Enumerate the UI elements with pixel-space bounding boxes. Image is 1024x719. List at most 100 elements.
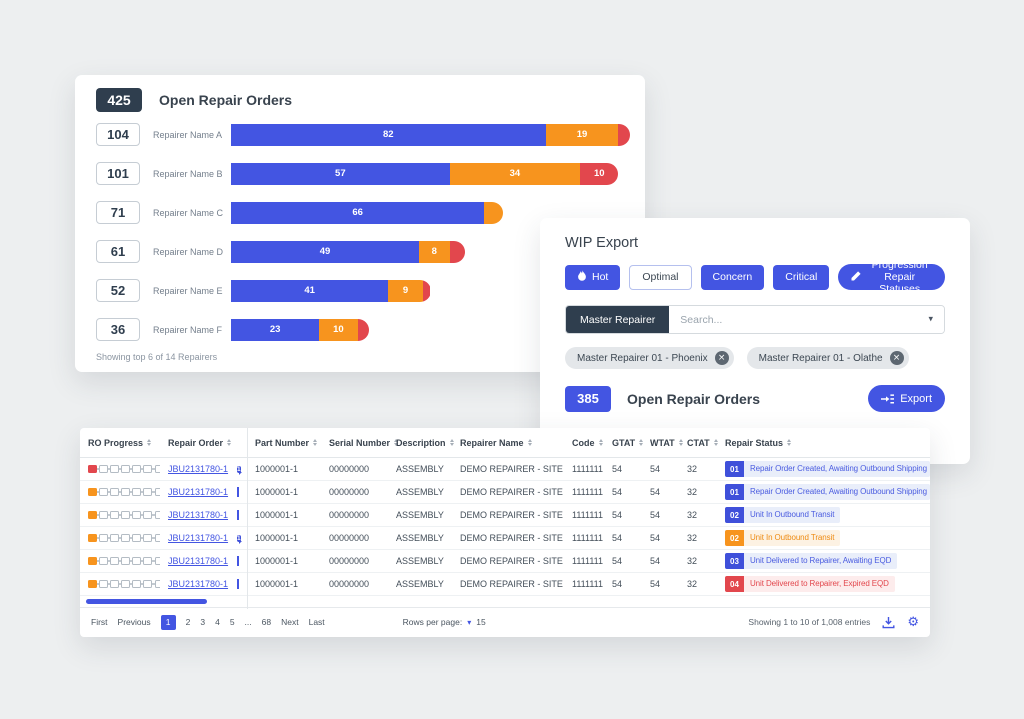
cell-repair-status: 04 Unit Delivered to Repairer, Expired EQ… [717,576,930,592]
progress-step-empty [132,556,141,566]
search-input[interactable] [669,306,944,333]
sort-icon[interactable] [449,438,454,447]
page-button-4[interactable]: 4 [215,617,220,627]
column-header-ro-progress[interactable]: RO Progress [80,438,160,448]
repair-order-link[interactable]: JBU2131780-1 [168,579,229,589]
page-button-next[interactable]: Next [281,617,299,627]
progression-repair-statuses-button[interactable]: Progression Repair Statuses [838,259,945,295]
dropdown-caret-icon[interactable]: ▾ [928,314,933,324]
horizontal-scrollbar [80,596,930,608]
column-header-description[interactable]: Description [388,438,454,448]
progress-step-connector [140,583,144,585]
table-row: JBU2131780-1 1000001-1 00000000 ASSEMBLY DEM… [80,504,930,527]
page-button-last[interactable]: Last [308,617,325,627]
sort-icon[interactable] [787,438,792,447]
cell-wtat: 54 [650,533,661,543]
comment-icon[interactable] [237,579,240,589]
filter-button-critical[interactable]: Critical [773,264,830,290]
repair-order-link[interactable]: JBU2131780-1 [168,510,229,520]
comment-icon[interactable] [237,487,240,497]
export-button[interactable]: Export [868,385,945,412]
progress-step-empty [110,579,119,589]
bar-segment-blue: 57 [231,162,450,185]
progression-button-label: Progression Repair Statuses [871,259,928,295]
sort-icon[interactable] [227,438,232,447]
page-button-previous[interactable]: Previous [117,617,151,627]
sort-icon[interactable] [313,438,318,447]
sort-icon[interactable] [147,438,152,447]
scrollbar-thumb[interactable] [86,599,207,604]
chart-row: 36 Repairer Name F 23 10 [96,310,630,349]
column-header-label: Repair Order [168,437,224,448]
repairer-name-label: Repairer Name D [153,246,224,257]
cell-ro-progress [80,510,160,520]
repair-order-link[interactable]: JBU2131780-1 [168,487,229,497]
progress-step-empty [121,533,130,543]
comment-icon[interactable] [237,510,240,520]
progress-step-connector [96,583,100,585]
filter-button-optimal[interactable]: Optimal [629,264,692,290]
cell-ro-progress [80,556,160,566]
cell-repair-order: JBU2131780-1 [160,487,247,497]
chart-footnote: Showing top 6 of 14 Repairers [96,352,218,362]
sort-icon[interactable] [713,438,718,447]
page-button-3[interactable]: 3 [200,617,206,627]
sort-icon[interactable] [678,438,683,447]
export-icon [881,393,895,403]
repairer-count-box: 36 [96,318,140,341]
column-header-serial-number[interactable]: Serial Number [321,438,399,448]
download-icon[interactable] [882,616,895,629]
comment-icon[interactable]: 1 [237,532,241,544]
cell-repair-status: 02 Unit In Outbound Transit [717,507,930,523]
status-text: Repair Order Created, Awaiting Outbound … [750,464,927,473]
comment-icon[interactable]: 1 [237,463,241,475]
repair-order-link[interactable]: JBU2131780-1 [168,533,229,543]
repair-order-link[interactable]: JBU2131780-1 [168,556,229,566]
progress-step-connector [151,560,155,562]
page-button-dotsdotsdots[interactable]: ... [244,617,252,627]
column-header-repair-status[interactable]: Repair Status [717,438,930,448]
page-button-5[interactable]: 5 [229,617,235,627]
sort-icon[interactable] [639,438,644,447]
column-header-repairer-name[interactable]: Repairer Name [452,438,564,448]
cell-repairer-name: DEMO REPAIRER - SITE ABC [460,510,564,520]
filter-button-concern[interactable]: Concern [700,264,765,290]
rows-per-page-control[interactable]: Rows per page: ▾ 15 [403,617,486,627]
repairer-chip: Master Repairer 01 - Phoenix × [565,347,734,369]
column-header-repair-order[interactable]: Repair Order [160,438,247,448]
table-row: JBU2131780-1 1000001-1 00000000 ASSEMBLY DEM… [80,550,930,573]
cell-part-number: 1000001-1 [255,579,299,589]
page-button-first[interactable]: First [91,617,108,627]
column-header-part-number[interactable]: Part Number [247,438,321,448]
cell-wtat: 54 [650,556,661,566]
page-button-2[interactable]: 2 [185,617,191,627]
progress-step-empty [143,533,152,543]
column-header-label: RO Progress [88,437,144,448]
progress-step-empty [154,556,160,566]
column-header-label: Part Number [255,437,310,448]
ro-progress-indicator [88,487,160,497]
rows-per-page-value: 15 [476,617,486,627]
page-button-1[interactable]: 1 [160,614,176,630]
column-header-gtat[interactable]: GTAT [604,438,644,448]
page-button-68[interactable]: 68 [261,617,272,627]
column-header-label: Repair Status [725,437,784,448]
sort-icon[interactable] [598,438,603,447]
progress-step-connector [118,468,122,470]
chip-close-icon[interactable]: × [889,351,904,365]
gear-icon[interactable]: ⚙ [907,614,919,630]
progress-step-empty [110,556,119,566]
column-header-ctat[interactable]: CTAT [679,438,718,448]
cell-gtat: 54 [612,556,623,566]
column-header-wtat[interactable]: WTAT [642,438,683,448]
sort-icon[interactable] [394,438,399,447]
filter-button-hot[interactable]: Hot [565,264,621,290]
repairer-name-label: Repairer Name F [153,324,223,335]
comment-icon[interactable] [237,556,240,566]
repair-order-link[interactable]: JBU2131780-1 [168,464,229,474]
sort-icon[interactable] [527,438,532,447]
repairer-name-label: Repairer Name A [153,129,223,140]
chip-close-icon[interactable]: × [714,351,729,365]
column-header-code[interactable]: Code [564,438,604,448]
progress-step-empty [110,464,119,474]
